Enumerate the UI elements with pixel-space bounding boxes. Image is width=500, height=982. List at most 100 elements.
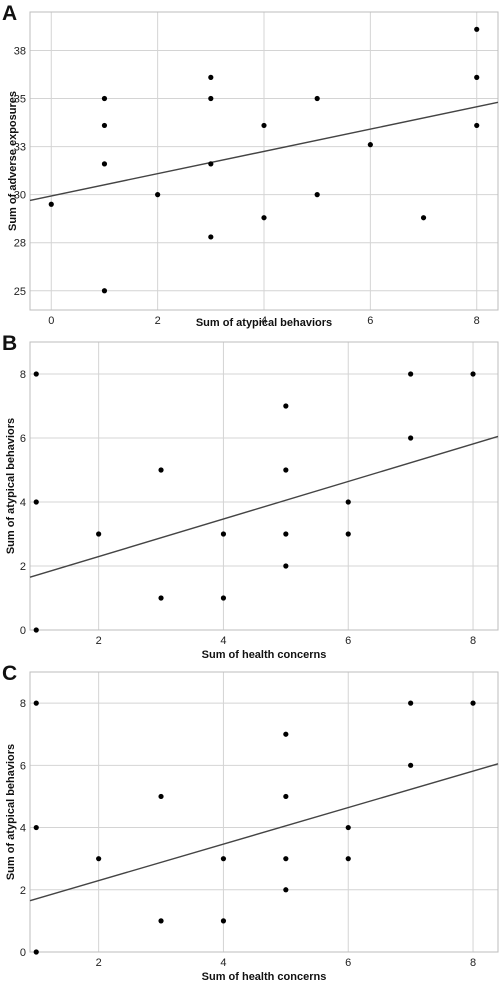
data-point (33, 949, 39, 955)
data-point (101, 288, 108, 294)
data-point (345, 499, 351, 505)
data-point (470, 371, 476, 377)
data-point (208, 95, 214, 102)
y-axis-label: Sum of adverse exposures (7, 91, 19, 231)
data-point (261, 215, 267, 221)
data-point (283, 531, 289, 537)
data-point (208, 234, 214, 240)
x-tick-label: 4 (261, 315, 267, 327)
data-point (220, 856, 227, 862)
x-tick-label: 4 (220, 635, 226, 647)
x-tick-label: 2 (96, 635, 102, 647)
data-point (96, 531, 102, 537)
plot-frame (29, 341, 499, 631)
data-point (220, 595, 227, 601)
y-tick-label: 2 (20, 561, 26, 573)
data-point (33, 700, 39, 706)
data-point (408, 762, 414, 768)
data-point (158, 467, 164, 473)
y-tick-label: 6 (20, 433, 26, 445)
data-point (470, 700, 476, 706)
data-point (314, 95, 320, 102)
y-tick-label: 4 (20, 823, 26, 835)
x-tick-label: 6 (345, 957, 351, 969)
x-tick-label: 8 (470, 957, 476, 969)
data-point (283, 856, 289, 862)
data-point (33, 824, 39, 831)
data-point (283, 793, 289, 800)
y-axis-label: Sum of atypical behaviors (5, 744, 17, 880)
data-point (283, 467, 289, 473)
x-tick-label: 4 (220, 957, 226, 969)
regression-line (29, 435, 499, 578)
data-point (474, 26, 480, 32)
data-point (158, 793, 164, 800)
x-tick-label: 8 (474, 315, 480, 327)
plot-frame (29, 671, 499, 953)
x-tick-label: 2 (96, 957, 102, 969)
data-point (155, 192, 161, 198)
chart-panel-b: B 2 4 6 8 0 2 4 6 8 Sum of health concerns Sum of … (0, 330, 500, 661)
data-point (408, 371, 414, 377)
x-tick-label: 6 (367, 315, 373, 327)
x-tick-label: 2 (155, 315, 161, 327)
data-point (158, 595, 164, 601)
y-tick-label: 2 (20, 885, 26, 897)
data-point (33, 499, 39, 505)
data-point (101, 95, 108, 102)
data-point (220, 531, 227, 537)
y-tick-label: 4 (20, 497, 26, 509)
data-point (101, 122, 108, 129)
x-axis-label: Sum of atypical behaviors (196, 317, 332, 329)
y-tick-label: 6 (20, 760, 26, 772)
y-tick-label: 30 (14, 190, 26, 202)
panel-label-a: A (2, 2, 18, 25)
data-point (345, 531, 351, 537)
x-tick-label: 0 (48, 315, 54, 327)
chart-panel-c: C 2 4 6 8 0 2 4 6 8 Sum of health concerns Sum of … (0, 660, 500, 982)
y-tick-label: 0 (20, 947, 26, 959)
y-tick-label: 8 (20, 698, 26, 710)
y-tick-label: 0 (20, 625, 26, 637)
data-point (283, 731, 289, 737)
x-axis-label: Sum of health concerns (202, 971, 327, 982)
data-point (158, 918, 164, 924)
data-point (314, 192, 320, 198)
data-point (474, 74, 480, 80)
data-point (283, 403, 289, 409)
y-tick-label: 25 (14, 286, 26, 298)
regression-line (29, 101, 499, 202)
data-point (101, 161, 108, 167)
scatter-plot-c: 2 4 6 8 0 2 4 6 8 Sum of health concerns Sum of at… (5, 671, 499, 982)
y-tick-label: 33 (14, 142, 26, 154)
data-point (208, 161, 214, 167)
regression-line (29, 763, 499, 902)
x-tick-label: 8 (470, 635, 476, 647)
data-point (367, 142, 373, 148)
data-point (283, 887, 289, 893)
y-tick-label: 8 (20, 369, 26, 381)
panel-label-b: B (2, 332, 18, 355)
scatter-plot-b: 2 4 6 8 0 2 4 6 8 Sum of health concerns Sum of at… (5, 341, 499, 661)
data-point (345, 824, 351, 831)
data-point (345, 856, 351, 862)
data-point (283, 563, 289, 569)
x-axis-label: Sum of health concerns (202, 649, 327, 661)
panel-label-c: C (2, 662, 18, 685)
data-point (261, 122, 267, 129)
data-point (408, 435, 414, 441)
x-tick-label: 6 (345, 635, 351, 647)
data-point (208, 74, 214, 80)
data-point (408, 700, 414, 706)
y-axis-label: Sum of atypical behaviors (5, 418, 17, 554)
data-point (96, 856, 102, 862)
data-point (48, 201, 54, 207)
y-tick-label: 38 (14, 45, 26, 57)
plot-frame (29, 11, 499, 311)
data-point (420, 215, 427, 221)
data-point (33, 627, 39, 633)
data-point (474, 122, 480, 129)
y-tick-label: 28 (14, 238, 26, 250)
data-point (220, 918, 227, 924)
scatter-plot-a: 0 2 4 6 8 25 28 30 33 35 38 Sum of atypical behavio… (7, 11, 499, 329)
